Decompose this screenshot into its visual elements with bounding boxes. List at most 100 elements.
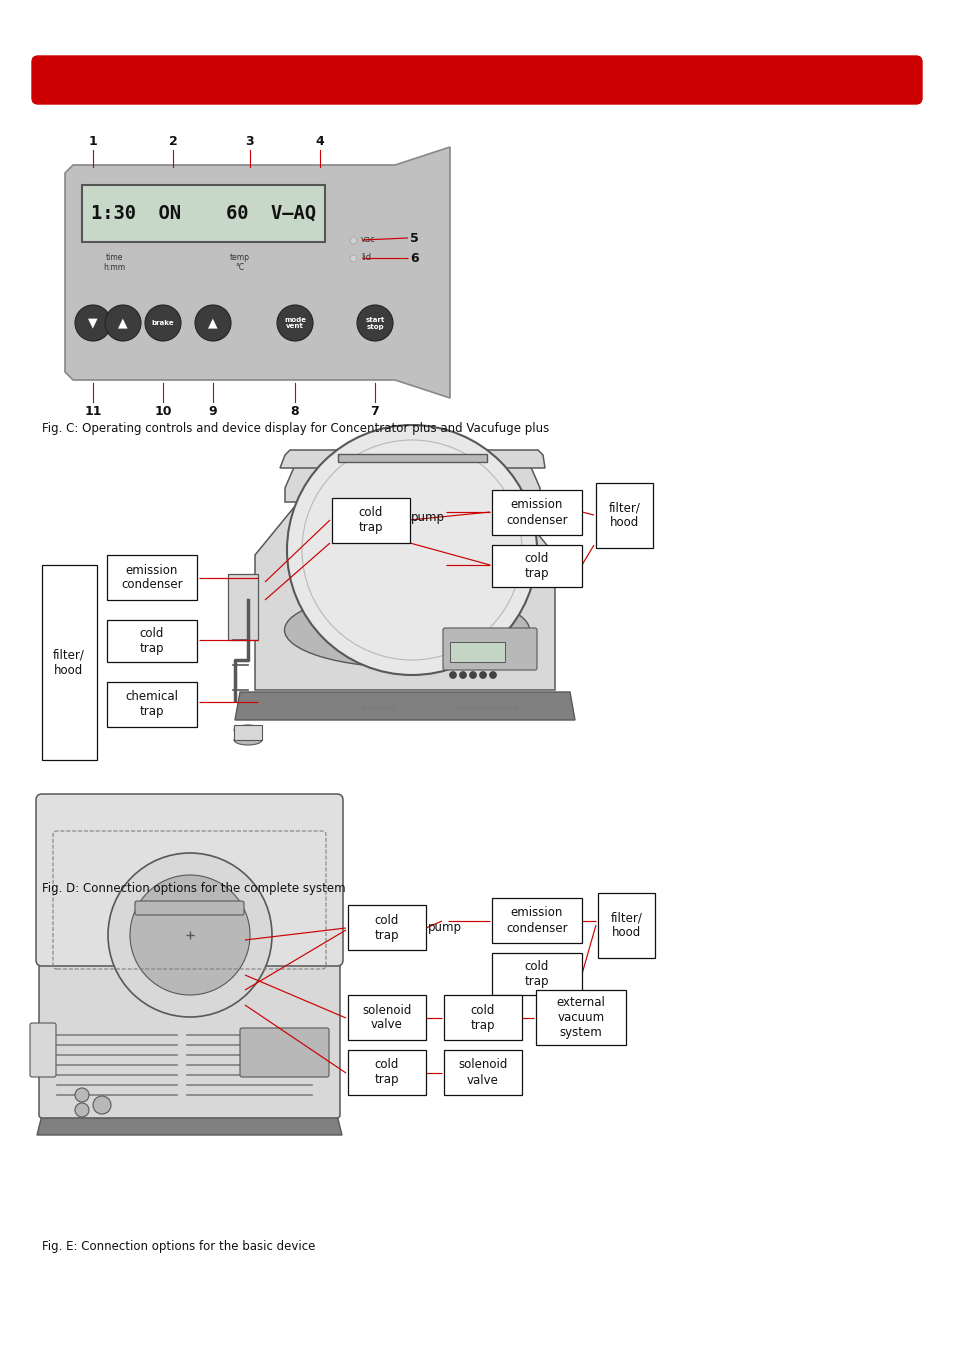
Polygon shape: [337, 454, 486, 462]
FancyBboxPatch shape: [492, 953, 581, 995]
Text: 6: 6: [410, 251, 418, 265]
Text: lid: lid: [360, 254, 371, 262]
Text: mode
vent: mode vent: [284, 316, 306, 329]
FancyBboxPatch shape: [107, 620, 196, 661]
Text: emission
condenser: emission condenser: [121, 563, 183, 591]
Text: ▲: ▲: [208, 316, 217, 329]
Text: pump: pump: [411, 512, 444, 525]
Circle shape: [449, 671, 456, 679]
FancyBboxPatch shape: [598, 892, 655, 958]
Circle shape: [489, 671, 496, 679]
Polygon shape: [280, 450, 544, 468]
Text: start
stop: start stop: [365, 316, 384, 329]
FancyBboxPatch shape: [443, 995, 521, 1040]
Text: 2: 2: [169, 135, 177, 148]
Text: 11: 11: [84, 405, 102, 418]
Circle shape: [459, 671, 466, 679]
Text: solenoid
valve: solenoid valve: [362, 1003, 412, 1031]
Ellipse shape: [233, 734, 262, 745]
FancyBboxPatch shape: [536, 990, 625, 1045]
Circle shape: [145, 305, 181, 342]
FancyBboxPatch shape: [492, 490, 581, 535]
Circle shape: [130, 875, 250, 995]
Circle shape: [105, 305, 141, 342]
Polygon shape: [65, 147, 450, 398]
Circle shape: [92, 1096, 111, 1114]
Text: cold
trap: cold trap: [375, 914, 399, 941]
Text: 1: 1: [89, 135, 97, 148]
Text: ▼: ▼: [88, 316, 98, 329]
Text: cold
trap: cold trap: [358, 506, 383, 535]
FancyBboxPatch shape: [107, 555, 196, 599]
Text: Fig. D: Connection options for the complete system: Fig. D: Connection options for the compl…: [42, 882, 345, 895]
Text: emission
condenser: emission condenser: [506, 498, 567, 526]
FancyBboxPatch shape: [32, 55, 921, 104]
Text: Concentrator plus: Concentrator plus: [455, 705, 517, 711]
Circle shape: [479, 671, 486, 679]
Text: 3: 3: [246, 135, 254, 148]
Text: Fig. E: Connection options for the basic device: Fig. E: Connection options for the basic…: [42, 1241, 315, 1253]
Polygon shape: [37, 1115, 341, 1135]
FancyBboxPatch shape: [82, 185, 325, 242]
Text: cold
trap: cold trap: [524, 960, 549, 988]
Text: Fig. C: Operating controls and device display for Concentrator plus and Vacufuge: Fig. C: Operating controls and device di…: [42, 423, 549, 435]
Circle shape: [469, 671, 476, 679]
Circle shape: [194, 305, 231, 342]
FancyBboxPatch shape: [492, 898, 581, 944]
FancyBboxPatch shape: [332, 498, 410, 543]
Text: 1:30  ON    60  V–AQ: 1:30 ON 60 V–AQ: [91, 204, 315, 223]
Text: temp
°C: temp °C: [230, 252, 250, 273]
Text: vac: vac: [360, 235, 375, 244]
Text: chemical
trap: chemical trap: [126, 690, 178, 718]
Text: cold
trap: cold trap: [524, 552, 549, 580]
FancyBboxPatch shape: [492, 545, 581, 587]
FancyBboxPatch shape: [596, 483, 652, 548]
Circle shape: [75, 1103, 89, 1116]
Text: 7: 7: [370, 405, 379, 418]
Circle shape: [356, 305, 393, 342]
Text: pump: pump: [428, 922, 461, 934]
FancyBboxPatch shape: [42, 566, 97, 760]
FancyBboxPatch shape: [30, 1023, 56, 1077]
Text: brake: brake: [152, 320, 174, 325]
FancyBboxPatch shape: [443, 1050, 521, 1095]
Circle shape: [108, 853, 272, 1017]
Circle shape: [276, 305, 313, 342]
FancyBboxPatch shape: [348, 1050, 426, 1095]
Polygon shape: [234, 693, 575, 720]
Text: 5: 5: [410, 231, 418, 244]
Ellipse shape: [233, 725, 262, 734]
Text: filter/
hood: filter/ hood: [608, 501, 639, 529]
FancyBboxPatch shape: [36, 794, 343, 967]
Circle shape: [75, 305, 111, 342]
Text: cold
trap: cold trap: [470, 1003, 495, 1031]
FancyBboxPatch shape: [348, 995, 426, 1040]
Ellipse shape: [312, 593, 501, 648]
Text: 8: 8: [291, 405, 299, 418]
Polygon shape: [228, 574, 257, 640]
FancyBboxPatch shape: [450, 643, 504, 662]
Text: eppendorf: eppendorf: [359, 705, 395, 711]
Ellipse shape: [284, 593, 529, 667]
FancyBboxPatch shape: [442, 628, 537, 670]
Text: ▲: ▲: [118, 316, 128, 329]
Polygon shape: [254, 500, 555, 690]
Circle shape: [75, 1088, 89, 1102]
Polygon shape: [285, 464, 539, 502]
Text: cold
trap: cold trap: [139, 626, 164, 655]
FancyBboxPatch shape: [348, 904, 426, 950]
FancyBboxPatch shape: [240, 1027, 329, 1077]
Text: 9: 9: [209, 405, 217, 418]
FancyBboxPatch shape: [107, 682, 196, 728]
Text: 4: 4: [315, 135, 324, 148]
Text: cold
trap: cold trap: [375, 1058, 399, 1087]
Text: external
vacuum
system: external vacuum system: [556, 996, 605, 1040]
FancyBboxPatch shape: [233, 725, 262, 740]
Text: filter/
hood: filter/ hood: [610, 911, 641, 940]
FancyBboxPatch shape: [39, 952, 339, 1118]
Text: filter/
hood: filter/ hood: [53, 648, 85, 676]
FancyBboxPatch shape: [135, 900, 244, 915]
Text: solenoid
valve: solenoid valve: [457, 1058, 507, 1087]
Text: time
h:mm: time h:mm: [103, 252, 125, 273]
Text: emission
condenser: emission condenser: [506, 906, 567, 934]
